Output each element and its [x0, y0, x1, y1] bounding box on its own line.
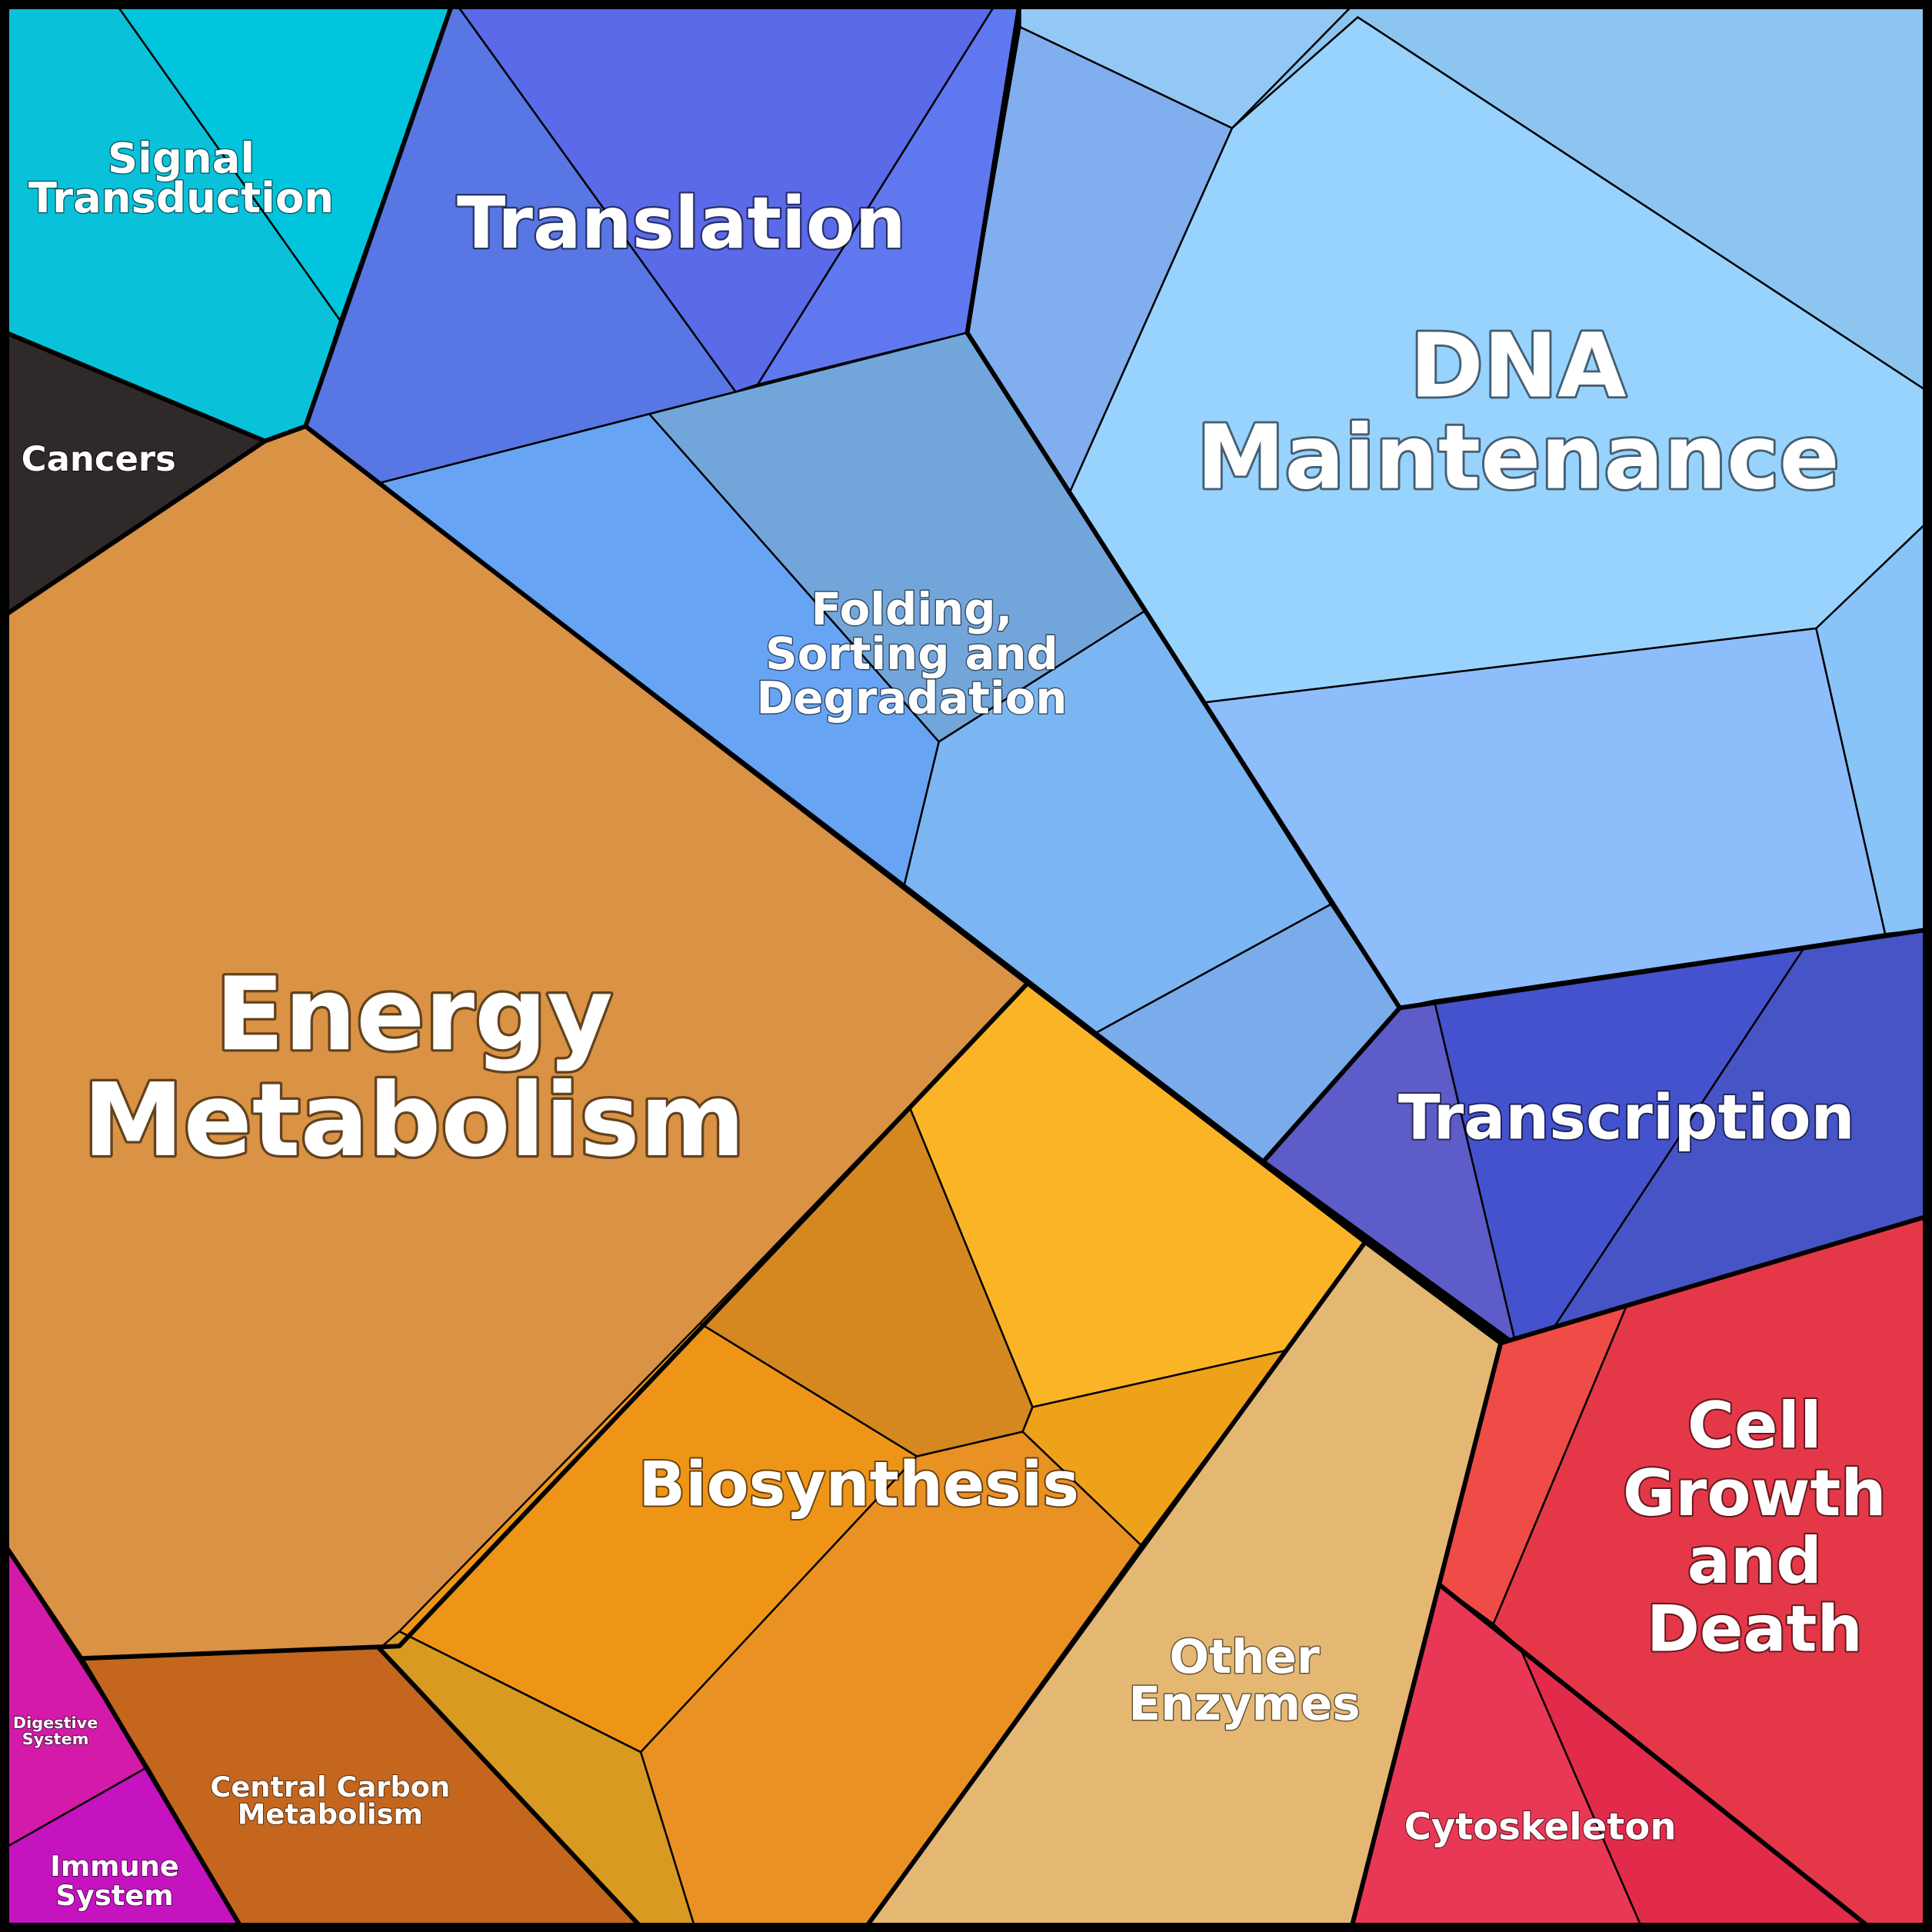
label-line: DNA [1410, 315, 1626, 418]
category-border-7 [1498, 1212, 1932, 1346]
category-border-12 [860, 1239, 1368, 1932]
label-line: Metabolism [83, 1061, 745, 1179]
label-line: Folding, [811, 583, 1013, 635]
label-line: Central Carbon [210, 1770, 450, 1804]
label-line: Signal [108, 134, 255, 183]
category-border-9 [0, 981, 1031, 1661]
label-cytoskeleton[interactable]: Cytoskeleton [1403, 1804, 1677, 1849]
label-line: Maintenance [1197, 406, 1840, 509]
label-line: Immune [50, 1850, 179, 1883]
label-translation[interactable]: Translation [455, 179, 908, 266]
label-line: Cytoskeleton [1404, 1806, 1677, 1849]
label-line: System [55, 1879, 173, 1912]
label-line: Biosynthesis [638, 1449, 1079, 1521]
label-central-carbon-metabolism[interactable]: Central Carbon Metabolism [209, 1770, 451, 1831]
label-transcription[interactable]: Transcription [1397, 1080, 1857, 1154]
label-digestive-system[interactable]: Digestive System [12, 1713, 99, 1749]
category-border-2 [0, 438, 268, 621]
label-line: Energy [215, 955, 613, 1073]
label-energy-metabolism[interactable]: Energy Metabolism [81, 953, 748, 1181]
label-biosynthesis[interactable]: Biosynthesis [637, 1447, 1081, 1522]
category-border-10 [78, 1656, 247, 1932]
label-line: Cell [1687, 1388, 1822, 1463]
category-border-11 [377, 1646, 648, 1932]
label-line: Death [1647, 1591, 1863, 1666]
label-other-enzymes[interactable]: Other Enzymes [1128, 1629, 1361, 1733]
category-border-1 [0, 0, 456, 444]
label-line: Translation [457, 182, 906, 265]
label-line: Enzymes [1129, 1677, 1361, 1731]
label-line: Degradation [757, 672, 1068, 724]
category-border-5 [964, 0, 1023, 335]
label-line: System [22, 1730, 89, 1748]
category-border-3 [303, 424, 1504, 1346]
cell-immune-system-1[interactable] [0, 1766, 245, 1932]
label-line: Growth [1623, 1456, 1887, 1531]
label-line: and [1687, 1524, 1822, 1598]
cell-dna-maintenance-6[interactable] [1815, 516, 1932, 935]
category-border-8 [1347, 1341, 1504, 1932]
label-signal-transduction[interactable]: Signal Transduction [28, 132, 335, 223]
category-border-13 [1437, 1582, 1878, 1932]
label-line: Transduction [28, 173, 334, 222]
label-line: Metabolism [238, 1798, 423, 1831]
label-line: Digestive [13, 1714, 98, 1732]
label-line: Other [1169, 1630, 1320, 1684]
label-line: Sorting and [765, 628, 1058, 680]
label-cancers[interactable]: Cancers [21, 438, 177, 480]
label-dna-maintenance[interactable]: DNA Maintenance [1194, 313, 1842, 511]
label-line: Transcription [1398, 1081, 1855, 1153]
label-line: Cancers [22, 438, 176, 479]
label-folding-sorting-degradation[interactable]: Folding, Sorting and Degradation [755, 582, 1068, 725]
label-immune-system[interactable]: Immune System [49, 1849, 180, 1913]
label-cell-growth-and-death[interactable]: Cell Growth and Death [1621, 1387, 1888, 1668]
label-layer: Signal Transduction Translation DNA Mainte… [12, 132, 1888, 1913]
category-border-6 [1397, 926, 1932, 1011]
